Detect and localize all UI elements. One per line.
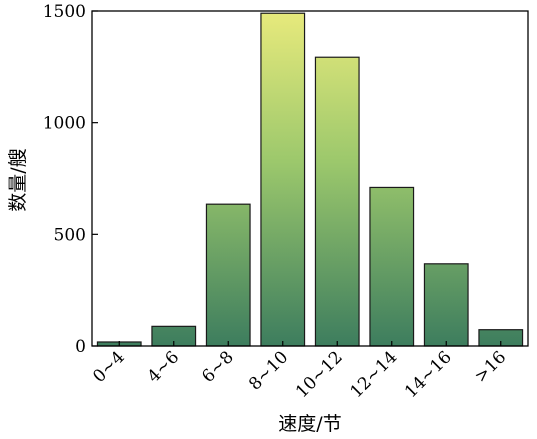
y-tick-label-1: 500 — [54, 225, 86, 245]
bars-group — [96, 12, 524, 347]
bar-6 — [423, 263, 469, 347]
x-axis: 0~4 4~6 6~8 8~10 10~12 12~14 14~16 >16 — [89, 341, 510, 402]
x-tick-label-7: >16 — [471, 347, 511, 387]
plot-frame — [91, 10, 529, 347]
y-tick-label-3: 1500 — [43, 2, 86, 22]
x-tick-label-1: 4~6 — [144, 347, 184, 387]
y-axis-title: 数量/艘 — [7, 148, 29, 211]
bar-4 — [314, 56, 360, 347]
x-tick-label-4: 10~12 — [292, 347, 347, 402]
y-tick-label-2: 1000 — [43, 114, 86, 134]
x-tick-label-3: 8~10 — [245, 347, 292, 394]
bar-2 — [205, 203, 251, 347]
x-tick-label-2: 6~8 — [198, 347, 238, 387]
x-tick-label-5: 12~14 — [346, 347, 401, 402]
x-axis-title: 速度/节 — [278, 413, 341, 435]
x-tick-label-6: 14~16 — [401, 347, 456, 402]
x-tick-label-0: 0~4 — [89, 347, 129, 387]
bar-3 — [260, 12, 306, 347]
bar-5 — [369, 186, 415, 347]
y-tick-label-0: 0 — [75, 337, 86, 357]
y-axis: 0 500 1000 1500 — [43, 2, 98, 357]
